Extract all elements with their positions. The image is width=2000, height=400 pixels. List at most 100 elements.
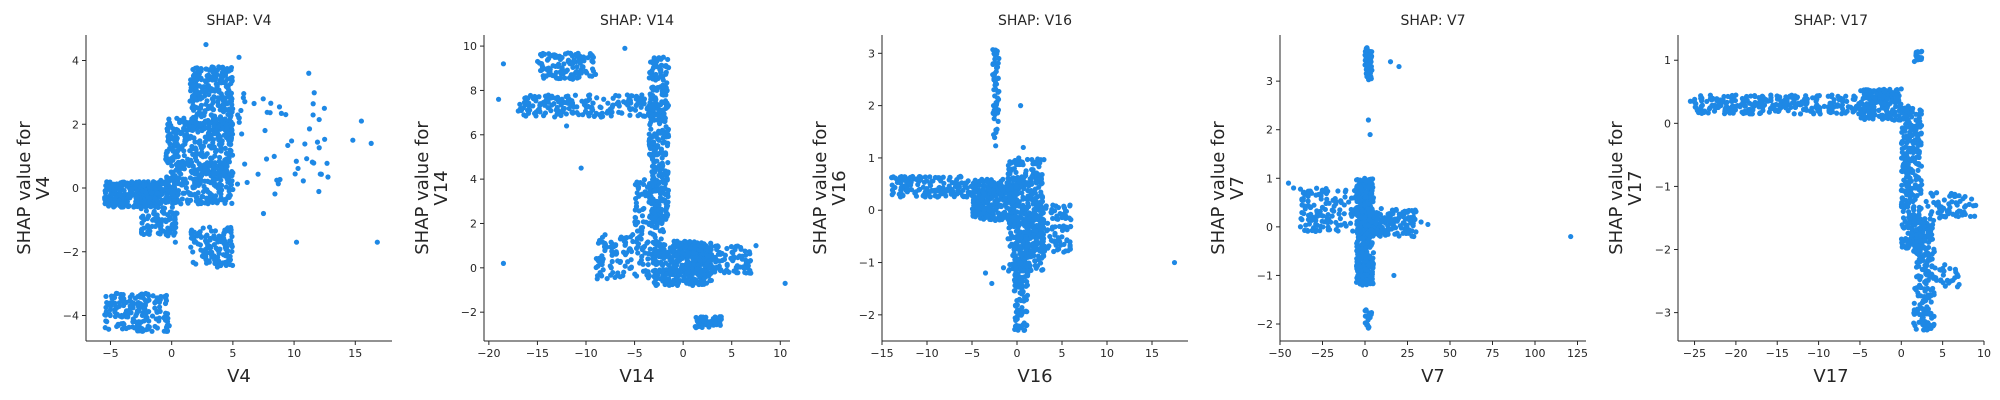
data-point (152, 195, 158, 201)
data-point (146, 324, 152, 330)
data-point (168, 145, 174, 152)
data-point (639, 228, 645, 234)
data-point (200, 143, 207, 149)
data-point (708, 240, 714, 246)
data-point (706, 253, 712, 259)
data-point (708, 277, 714, 284)
data-point (162, 300, 169, 307)
data-point (159, 197, 165, 203)
data-point (324, 160, 330, 166)
data-point (635, 185, 641, 192)
data-point (587, 51, 593, 57)
data-point (717, 250, 723, 257)
data-point (205, 72, 212, 78)
data-point (208, 228, 215, 234)
data-point (107, 187, 113, 193)
x-tick-label: 10 (287, 347, 301, 360)
data-point (556, 99, 562, 105)
data-point (145, 223, 151, 229)
data-point (1323, 190, 1330, 197)
x-tick-label: −10 (574, 347, 597, 360)
data-point (316, 145, 322, 151)
data-point (664, 169, 671, 176)
data-point (212, 199, 218, 205)
data-point (657, 191, 664, 197)
y-tick-label: 0 (1266, 221, 1273, 234)
data-point (625, 259, 631, 265)
data-point (1013, 322, 1020, 329)
data-point (1024, 243, 1030, 249)
data-point (228, 108, 234, 114)
data-point (107, 312, 113, 319)
data-point (1006, 266, 1013, 273)
data-point (263, 156, 270, 162)
data-point (990, 61, 996, 67)
data-point (1171, 259, 1178, 266)
data-point (1008, 230, 1014, 236)
data-point (229, 152, 236, 158)
data-point (699, 324, 705, 331)
data-point (660, 162, 666, 169)
data-point (601, 96, 607, 102)
data-point (690, 258, 697, 264)
data-point (905, 186, 911, 192)
data-point (195, 129, 201, 135)
data-point (228, 227, 234, 233)
data-point (172, 239, 178, 245)
data-point (640, 244, 646, 251)
data-point (1000, 265, 1007, 271)
data-point (311, 90, 317, 96)
data-point (235, 112, 241, 118)
data-point (679, 255, 685, 262)
data-point (188, 157, 194, 163)
data-point (912, 190, 918, 196)
data-point (570, 110, 576, 116)
data-point (1029, 166, 1035, 173)
scatter-points (889, 47, 1178, 333)
data-point (1012, 282, 1018, 289)
data-point (561, 61, 567, 67)
data-point (670, 279, 676, 285)
data-point (181, 152, 187, 159)
data-point (1012, 209, 1019, 215)
data-point (960, 193, 966, 199)
data-point (216, 89, 222, 95)
data-point (661, 252, 667, 259)
data-point (608, 265, 614, 271)
data-point (1314, 213, 1320, 219)
data-point (1052, 230, 1058, 237)
data-point (236, 54, 242, 60)
data-point (975, 206, 981, 212)
data-point (206, 224, 213, 230)
data-point (113, 290, 119, 296)
data-point (306, 70, 312, 76)
data-point (753, 243, 759, 249)
data-point (174, 180, 180, 187)
data-point (1032, 195, 1038, 202)
data-point (609, 248, 615, 254)
data-point (236, 119, 242, 125)
data-point (1031, 206, 1037, 213)
data-point (892, 175, 898, 181)
data-point (228, 148, 234, 154)
data-point (1356, 194, 1362, 201)
data-point (660, 275, 666, 281)
data-point (193, 120, 199, 127)
data-point (223, 241, 230, 247)
data-point (1043, 205, 1049, 211)
data-point (1006, 225, 1012, 231)
data-point (168, 158, 174, 165)
data-point (234, 181, 241, 187)
panel-v16: SHAP: V16 V16 SHAP value for V16 −15 −10−… (810, 13, 1188, 387)
data-point (976, 178, 982, 184)
data-point (204, 199, 210, 206)
y-tick-label: 1 (1266, 172, 1273, 185)
panel-title: SHAP: V4 (206, 13, 271, 29)
data-point (171, 127, 178, 133)
data-point (691, 239, 697, 245)
data-point (200, 225, 206, 231)
data-point (717, 267, 724, 274)
data-point (1060, 226, 1066, 232)
data-point (1337, 216, 1343, 222)
data-point (171, 148, 178, 154)
